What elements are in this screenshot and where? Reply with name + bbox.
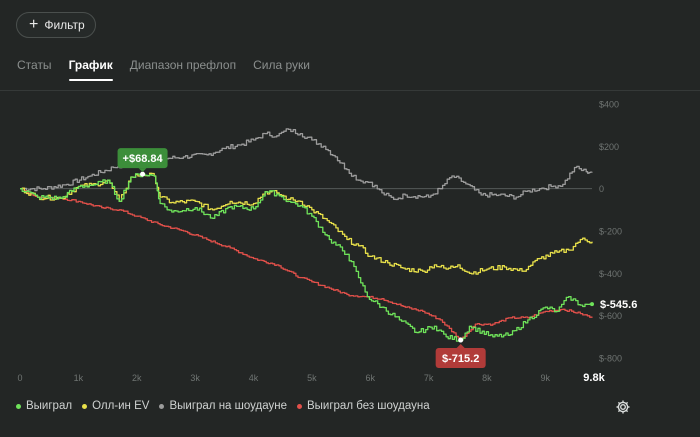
chart-legend: Выиграл Олл-ин EV Выиграл на шоудауне Вы… bbox=[16, 400, 430, 412]
winnings-chart: $400 $200 0 $-200 $-400 $-600 $-800 0 1k 2k 3k 4k 5k… bbox=[17, 100, 637, 385]
x-tick-label: 6k bbox=[365, 373, 375, 383]
legend-dot-allin-ev bbox=[82, 403, 88, 409]
legend-label-non-showdown: Выиграл без шоудауна bbox=[306, 400, 430, 412]
x-tick-label: 9k bbox=[541, 373, 551, 383]
x-tick-label: 2k bbox=[132, 373, 142, 383]
annotation-label: +$68.84 bbox=[123, 153, 164, 165]
filter-button[interactable]: + Фильтр bbox=[16, 12, 96, 38]
x-tick-label: 0 bbox=[17, 373, 22, 383]
x-tick-label: 4k bbox=[249, 373, 259, 383]
legend-item-non-showdown[interactable]: Выиграл без шоудауна bbox=[296, 400, 430, 412]
filter-label: Фильтр bbox=[44, 18, 85, 32]
y-tick-label: 0 bbox=[599, 184, 604, 194]
y-tick-label: $-400 bbox=[599, 269, 622, 279]
y-tick-label: $-800 bbox=[599, 354, 622, 364]
x-tick-label: 5k bbox=[307, 373, 317, 383]
end-value-label: $-545.6 bbox=[600, 299, 637, 311]
annotation-point bbox=[458, 337, 464, 343]
legend-label-allin-ev: Олл-ин EV bbox=[92, 400, 150, 412]
y-tick-label: $200 bbox=[599, 142, 619, 152]
tab-bar: Статы График Диапазон префлоп Сила руки bbox=[17, 58, 327, 81]
x-tick-label: 7k bbox=[424, 373, 434, 383]
tab-stats[interactable]: Статы bbox=[17, 58, 52, 72]
legend-label-won: Выиграл bbox=[26, 400, 73, 412]
end-point bbox=[590, 302, 594, 307]
tab-preflop-range[interactable]: Диапазон префлоп bbox=[129, 58, 237, 72]
legend-dot-won bbox=[16, 403, 21, 409]
gear-icon[interactable] bbox=[615, 399, 631, 415]
tab-divider bbox=[0, 90, 700, 91]
tab-hand-strength[interactable]: Сила руки bbox=[253, 58, 310, 72]
legend-item-allin-ev[interactable]: Олл-ин EV bbox=[82, 400, 149, 412]
x-tick-label: 3k bbox=[190, 373, 200, 383]
y-tick-label: $-200 bbox=[599, 227, 622, 237]
legend-dot-non-showdown bbox=[296, 403, 302, 409]
y-tick-label: $400 bbox=[599, 100, 619, 110]
annotation-label: $-715.2 bbox=[442, 353, 479, 365]
annotation-pointer bbox=[456, 344, 465, 349]
legend-item-won[interactable]: Выиграл bbox=[16, 400, 72, 412]
annotation-point bbox=[140, 171, 146, 177]
legend-label-showdown: Выиграл на шоудауне bbox=[169, 400, 287, 412]
series-line-2 bbox=[20, 128, 593, 201]
annotation-box bbox=[435, 348, 486, 369]
x-tick-label: 1k bbox=[74, 373, 84, 383]
series-line-0 bbox=[20, 173, 593, 342]
tab-graph[interactable]: График bbox=[68, 58, 114, 81]
plus-icon: + bbox=[29, 15, 39, 33]
x-tick-label: 8k bbox=[482, 373, 492, 383]
series-line-3 bbox=[20, 188, 593, 341]
annotation-box bbox=[117, 148, 168, 169]
legend-dot-showdown bbox=[159, 403, 165, 409]
x-end-label: 9.8k bbox=[583, 372, 605, 384]
top-bar: + Фильтр Статы График Диапазон префлоп С… bbox=[0, 0, 700, 90]
legend-item-showdown[interactable]: Выиграл на шоудауне bbox=[159, 400, 287, 412]
annotation-pointer bbox=[138, 168, 147, 173]
y-tick-label: $-600 bbox=[599, 311, 622, 321]
